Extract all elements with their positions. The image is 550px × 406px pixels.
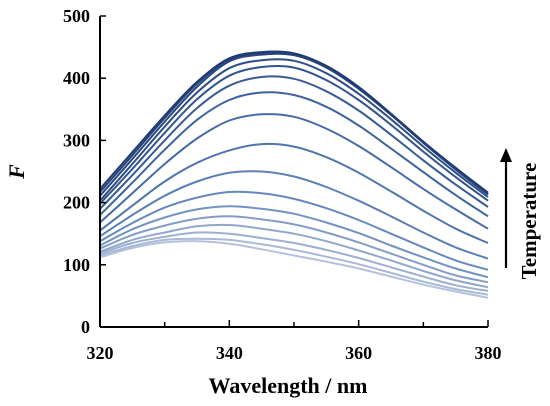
y-tick-label: 300 bbox=[63, 130, 90, 150]
series-line-7 bbox=[99, 190, 489, 271]
temperature-arrow-head bbox=[500, 148, 512, 162]
x-tick-label: 360 bbox=[345, 343, 372, 363]
series-line-8 bbox=[99, 170, 489, 260]
temperature-label: Temperature bbox=[517, 163, 541, 280]
series-line-10 bbox=[99, 113, 489, 230]
y-tick-label: 400 bbox=[63, 68, 90, 88]
y-axis-title: F bbox=[4, 164, 29, 180]
y-tick-label: 0 bbox=[81, 317, 90, 337]
series-line-6 bbox=[99, 205, 489, 279]
series-line-3 bbox=[99, 231, 489, 292]
series-line-14 bbox=[99, 58, 489, 202]
x-tick-label: 380 bbox=[475, 343, 502, 363]
series-line-9 bbox=[99, 142, 489, 244]
x-axis-ticks: 320 340 360 380 bbox=[87, 320, 502, 363]
series-line-2 bbox=[99, 237, 489, 296]
series-line-12 bbox=[99, 75, 489, 210]
x-axis-title: Wavelength / nm bbox=[209, 373, 368, 398]
series-line-4 bbox=[99, 223, 489, 289]
series-line-1 bbox=[99, 240, 489, 299]
y-axis-ticks: 0 100 200 300 400 500 bbox=[63, 6, 106, 337]
series-line-13 bbox=[99, 64, 489, 205]
series-line-5 bbox=[99, 215, 489, 284]
series-lines bbox=[99, 50, 489, 299]
y-tick-label: 100 bbox=[63, 255, 90, 275]
x-tick-label: 320 bbox=[87, 343, 114, 363]
series-line-17 bbox=[99, 50, 489, 194]
x-tick-label: 340 bbox=[216, 343, 243, 363]
temperature-annotation: Temperature bbox=[500, 148, 541, 279]
y-tick-label: 500 bbox=[63, 6, 90, 26]
y-tick-label: 200 bbox=[63, 193, 90, 213]
series-line-11 bbox=[99, 91, 489, 218]
axes: 0 100 200 300 400 500 320 340 360 380 bbox=[63, 6, 502, 363]
